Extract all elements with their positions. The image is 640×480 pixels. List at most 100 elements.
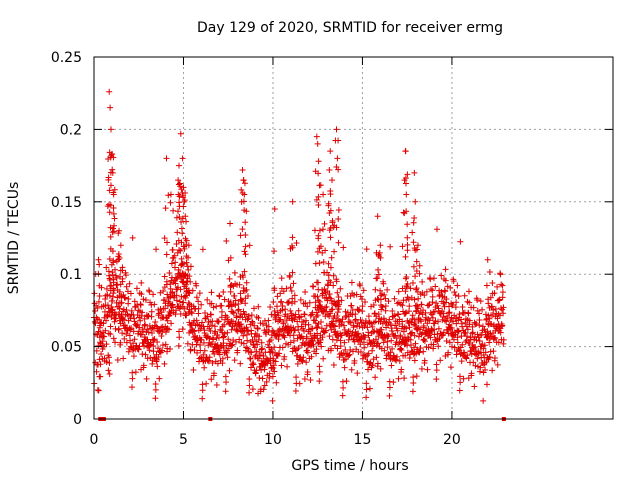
data-point: [335, 239, 342, 246]
data-point: [167, 285, 174, 292]
data-point: [410, 263, 417, 270]
data-point: [274, 293, 281, 300]
data-point: [255, 355, 262, 362]
data-point: [240, 332, 247, 339]
data-point: [199, 395, 206, 402]
data-point: [182, 281, 189, 288]
data-point: [236, 336, 243, 343]
data-point: [418, 365, 425, 372]
data-point: [109, 166, 116, 173]
data-point: [107, 202, 114, 209]
data-point: [395, 288, 402, 295]
data-point: [465, 375, 472, 382]
data-point: [328, 326, 335, 333]
data-point: [246, 376, 253, 383]
data-point: [260, 386, 267, 393]
data-point: [306, 299, 313, 306]
data-point: [317, 182, 324, 189]
data-point: [498, 281, 505, 288]
data-point: [220, 288, 227, 295]
data-point: [484, 328, 491, 335]
data-point: [148, 308, 155, 315]
data-point: [393, 325, 400, 332]
data-point: [340, 244, 347, 251]
data-point: [328, 254, 335, 261]
data-point: [265, 317, 272, 324]
data-point: [410, 344, 417, 351]
data-point: [187, 346, 194, 353]
data-point: [188, 309, 195, 316]
data-point: [470, 304, 477, 311]
data-point: [96, 356, 103, 363]
data-point: [472, 362, 479, 369]
data-point: [180, 194, 187, 201]
data-point: [315, 158, 322, 165]
data-point: [435, 343, 442, 350]
data-point: [115, 250, 122, 257]
data-point: [492, 335, 499, 342]
data-point: [433, 226, 440, 233]
data-point: [169, 288, 176, 295]
data-point: [456, 373, 463, 380]
data-point: [476, 316, 483, 323]
data-point: [246, 382, 253, 389]
data-point: [404, 280, 411, 287]
data-point: [346, 352, 353, 359]
data-point: [409, 388, 416, 395]
data-point: [125, 295, 132, 302]
data-point: [195, 305, 202, 312]
data-point: [196, 290, 203, 297]
data-point: [413, 258, 420, 265]
data-point: [456, 311, 463, 318]
data-point: [119, 264, 126, 271]
data-point: [244, 337, 251, 344]
data-point: [161, 235, 168, 242]
data-point: [173, 307, 180, 314]
data-point: [261, 382, 268, 389]
data-point: [407, 285, 414, 292]
data-point: [410, 219, 417, 226]
data-point: [154, 363, 161, 370]
data-point: [403, 180, 410, 187]
data-point: [273, 303, 280, 310]
data-point: [198, 301, 205, 308]
data-point: [208, 376, 215, 383]
data-point: [266, 338, 273, 345]
data-point: [211, 323, 218, 330]
data-point: [348, 279, 355, 286]
data-point: [483, 359, 490, 366]
data-point: [183, 253, 190, 260]
data-point: [186, 273, 193, 280]
data-point: [292, 327, 299, 334]
data-point: [164, 317, 171, 324]
data-point: [154, 338, 161, 345]
data-point: [486, 339, 493, 346]
data-point: [432, 317, 439, 324]
data-point: [455, 293, 462, 300]
data-point: [406, 308, 413, 315]
data-point: [388, 337, 395, 344]
data-point: [259, 375, 266, 382]
data-point: [433, 361, 440, 368]
data-point: [165, 298, 172, 305]
x-tick-label: 10: [264, 432, 282, 448]
data-point: [109, 248, 116, 255]
data-point: [330, 322, 337, 329]
data-point: [241, 207, 248, 214]
data-point: [486, 354, 493, 361]
data-point: [403, 208, 410, 215]
data-point: [242, 232, 249, 239]
data-point: [331, 342, 338, 349]
data-point: [337, 285, 344, 292]
data-point: [409, 229, 416, 236]
data-point: [364, 358, 371, 365]
data-point: [209, 359, 216, 366]
data-point: [151, 301, 158, 308]
data-point: [325, 202, 332, 209]
data-point: [271, 344, 278, 351]
data-point: [240, 287, 247, 294]
data-point: [257, 351, 264, 358]
data-point: [334, 155, 341, 162]
data-point: [153, 246, 160, 253]
data-point: [433, 376, 440, 383]
